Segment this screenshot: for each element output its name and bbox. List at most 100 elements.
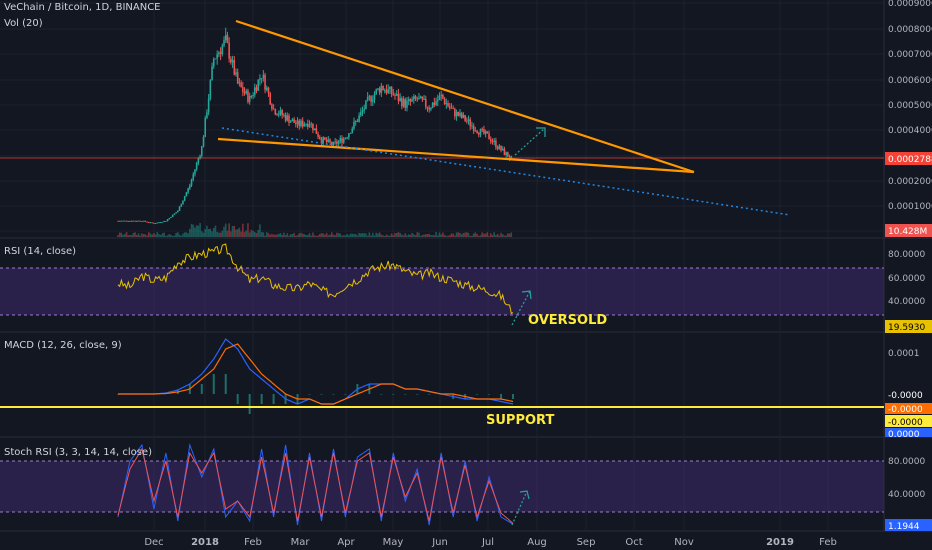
candle-body bbox=[224, 35, 227, 41]
volume-bar bbox=[382, 235, 384, 237]
candle-body bbox=[479, 128, 482, 135]
candle-body bbox=[223, 40, 225, 46]
candle-body bbox=[141, 221, 143, 222]
candle-body bbox=[459, 112, 461, 116]
volume-bar bbox=[199, 223, 201, 237]
candle-body bbox=[175, 212, 177, 214]
stoch-arrow[interactable] bbox=[511, 490, 530, 526]
candle-body bbox=[296, 120, 299, 125]
candle-body bbox=[127, 221, 130, 222]
macd-badge-2: -0.0000 bbox=[888, 405, 923, 415]
volume-bar bbox=[466, 232, 468, 237]
candle-body bbox=[259, 78, 261, 80]
volume-bar bbox=[495, 235, 497, 237]
price-badge: 0.00027882 bbox=[885, 152, 932, 165]
volume-bar bbox=[392, 235, 395, 237]
volume-bar bbox=[219, 232, 222, 237]
candle-body bbox=[320, 139, 323, 144]
candle-body bbox=[399, 98, 401, 101]
candle-body bbox=[414, 96, 417, 99]
dotted-trendline[interactable] bbox=[221, 127, 791, 216]
candle-body bbox=[166, 219, 169, 222]
volume-bar bbox=[329, 234, 331, 237]
macd-hist-bar bbox=[392, 394, 395, 395]
candle-body bbox=[120, 220, 123, 222]
volume-bar bbox=[272, 234, 275, 237]
candle-body bbox=[336, 141, 338, 144]
volume-bar bbox=[259, 224, 261, 237]
candle-body bbox=[252, 94, 254, 97]
candle-body bbox=[495, 140, 497, 148]
volume-badge-text: 10.428M bbox=[888, 227, 927, 237]
volume-bar bbox=[223, 226, 225, 237]
candle-body bbox=[276, 114, 278, 116]
candle-body bbox=[346, 137, 348, 139]
stoch-badge-text: 1.1944 bbox=[888, 522, 920, 532]
rsi-scale[interactable]: 80.0000 60.0000 40.0000 bbox=[888, 250, 925, 307]
volume-bar bbox=[445, 235, 448, 237]
candle-body bbox=[216, 54, 218, 59]
volume-bar bbox=[455, 232, 458, 237]
volume-bar bbox=[313, 235, 316, 237]
candle-body bbox=[183, 196, 186, 201]
volume-bar bbox=[137, 233, 140, 237]
candle-body bbox=[218, 52, 220, 55]
candle-body bbox=[211, 66, 213, 81]
volume-bar bbox=[245, 230, 248, 237]
rsi-title: RSI (14, close) bbox=[4, 246, 77, 257]
stoch-scale[interactable]: 80.0000 40.0000 bbox=[888, 457, 925, 500]
rsi-y-tick: 40.0000 bbox=[888, 297, 925, 307]
volume-bar bbox=[407, 234, 410, 237]
volume-bar bbox=[243, 232, 246, 237]
volume-bar bbox=[238, 227, 241, 237]
volume-bar bbox=[130, 235, 133, 237]
volume-bar bbox=[289, 234, 292, 237]
volume-bar bbox=[493, 232, 495, 237]
rsi-arrow[interactable] bbox=[511, 290, 532, 326]
candle-body bbox=[424, 99, 427, 107]
candle-body bbox=[286, 115, 289, 121]
time-axis[interactable]: Dec 2018 Feb Mar Apr May Jun Jul Aug Sep Oct Nov 201… bbox=[144, 537, 837, 548]
candle-body bbox=[373, 94, 376, 100]
volume-bar bbox=[436, 235, 439, 237]
volume-bar bbox=[404, 233, 407, 237]
candle-body bbox=[457, 111, 460, 116]
volume-bar bbox=[276, 234, 278, 237]
macd-hist-bar bbox=[224, 374, 227, 394]
candle-body bbox=[471, 125, 473, 127]
candle-body bbox=[139, 220, 142, 222]
candle-body bbox=[380, 85, 383, 93]
rsi-badge-text: 19.5930 bbox=[888, 323, 925, 333]
macd-hist-bar bbox=[236, 394, 239, 404]
volume-bar bbox=[330, 232, 333, 237]
breakout-arrow[interactable] bbox=[514, 127, 546, 156]
rsi-y-tick: 80.0000 bbox=[888, 250, 925, 260]
volume-bar bbox=[508, 233, 511, 237]
lower-trendline[interactable] bbox=[217, 137, 695, 174]
volume-bar bbox=[129, 234, 131, 237]
candle-body bbox=[387, 89, 389, 93]
volume-bar bbox=[365, 233, 367, 237]
stoch-band bbox=[0, 461, 884, 512]
volume-bar bbox=[409, 234, 412, 237]
volume-bar bbox=[344, 235, 347, 237]
candle-body bbox=[206, 112, 208, 119]
volume-bar bbox=[484, 233, 487, 237]
candle-body bbox=[207, 98, 210, 113]
candle-body bbox=[151, 222, 153, 224]
volume-bar bbox=[337, 232, 340, 237]
volume-bar bbox=[216, 231, 218, 237]
volume-bar bbox=[166, 235, 169, 237]
stoch-title: Stoch RSI (3, 3, 14, 14, close) bbox=[4, 447, 152, 458]
volume-bar bbox=[339, 233, 342, 237]
upper-trendline[interactable] bbox=[235, 19, 695, 174]
candle-body bbox=[431, 102, 434, 109]
candle-body bbox=[469, 119, 472, 127]
candle-body bbox=[230, 58, 232, 63]
volume-bar bbox=[419, 235, 422, 237]
volume-bar bbox=[431, 235, 434, 237]
main-price-scale[interactable]: 0.00090000 0.00080000 0.00070000 0.00060000… bbox=[888, 0, 932, 237]
macd-scale[interactable]: 0.0001 bbox=[888, 349, 920, 359]
candle-body bbox=[452, 108, 454, 110]
